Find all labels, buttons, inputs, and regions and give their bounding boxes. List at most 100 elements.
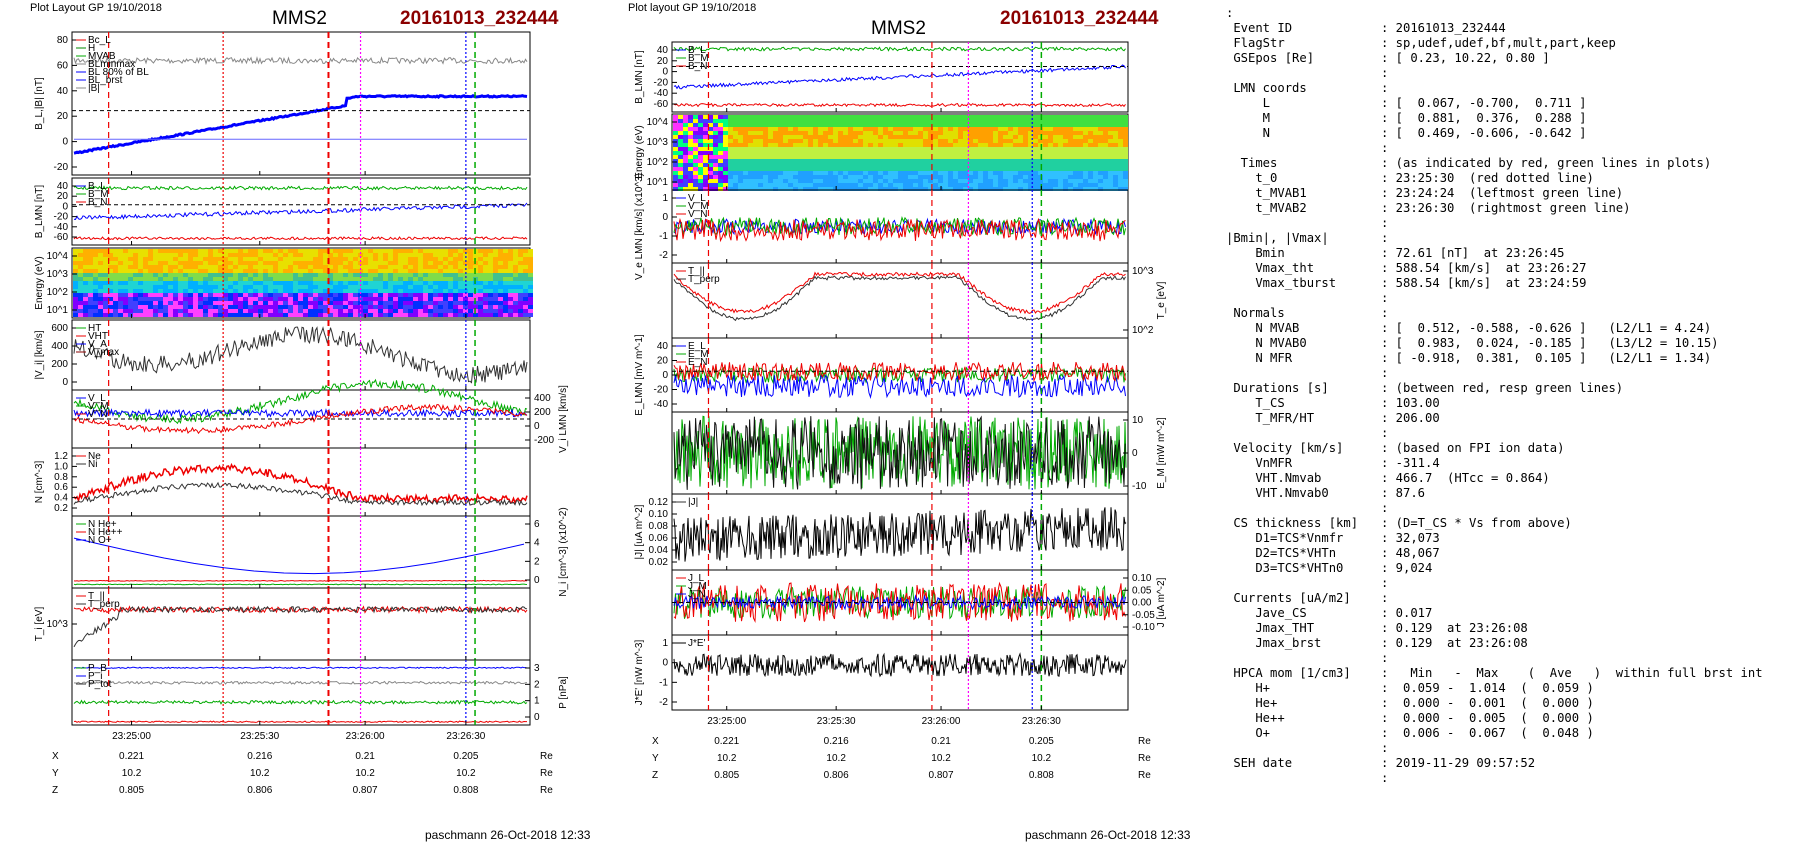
- spectrogram-cell: [328, 293, 333, 297]
- spectrogram-cell: [148, 309, 153, 313]
- spectrogram-cell: [913, 147, 918, 151]
- spectrogram-cell: [748, 127, 753, 131]
- series-line: [673, 361, 1126, 383]
- spectrogram-cell: [1008, 131, 1013, 135]
- spectrogram-cell: [953, 163, 958, 167]
- y-tick-label: 0.10: [649, 509, 669, 520]
- spectrogram-cell: [863, 115, 868, 119]
- spectrogram-cell: [293, 253, 298, 257]
- spectrogram-cell: [1028, 119, 1033, 123]
- spectrogram-cell: [1023, 139, 1028, 143]
- spectrogram-cell: [478, 313, 483, 317]
- spectrogram-cell: [883, 187, 888, 191]
- spectrogram-cell: [913, 167, 918, 171]
- spectrogram-cell: [333, 297, 338, 301]
- spectrogram-cell: [163, 285, 168, 289]
- spectrogram-cell: [778, 127, 783, 131]
- spectrogram-cell: [348, 265, 353, 269]
- spectrogram-cell: [318, 301, 323, 305]
- spectrogram-cell: [198, 313, 203, 317]
- spectrogram-cell: [143, 253, 148, 257]
- spectrogram-cell: [798, 147, 803, 151]
- y-tick-label: 10^4: [647, 117, 669, 128]
- spectrogram-cell: [963, 123, 968, 127]
- y-tick-label: 20: [57, 191, 69, 202]
- spectrogram-cell: [183, 285, 188, 289]
- spectrogram-cell: [148, 277, 153, 281]
- spectrogram-cell: [768, 147, 773, 151]
- spectrogram-cell: [688, 155, 693, 159]
- spectrogram-cell: [768, 155, 773, 159]
- series-line: [73, 408, 528, 419]
- spectrogram-cell: [358, 265, 363, 269]
- coord-value: 10.2: [826, 753, 846, 764]
- spectrogram-cell: [348, 269, 353, 273]
- spectrogram-cell: [818, 167, 823, 171]
- spectrogram-cell: [203, 301, 208, 305]
- info-row: N: [ 0.469, -0.606, -0.642 ]: [1226, 126, 1798, 141]
- spectrogram-cell: [173, 253, 178, 257]
- spectrogram-cell: [358, 313, 363, 317]
- spectrogram-cell: [793, 147, 798, 151]
- spectrogram-cell: [233, 293, 238, 297]
- spectrogram-cell: [688, 163, 693, 167]
- spectrogram-cell: [238, 261, 243, 265]
- spectrogram-cell: [158, 305, 163, 309]
- spectrogram-cell: [783, 183, 788, 187]
- spectrogram-cell: [73, 297, 78, 301]
- spectrogram-cell: [868, 171, 873, 175]
- spectrogram-cell: [363, 269, 368, 273]
- spectrogram-cell: [318, 277, 323, 281]
- spectrogram-cell: [853, 135, 858, 139]
- spectrogram-cell: [168, 265, 173, 269]
- spectrogram-cell: [993, 179, 998, 183]
- spectrogram-cell: [333, 281, 338, 285]
- spectrogram-cell: [1038, 151, 1043, 155]
- spectrogram-cell: [383, 273, 388, 277]
- spectrogram-cell: [83, 277, 88, 281]
- spectrogram-cell: [493, 253, 498, 257]
- spectrogram-cell: [238, 309, 243, 313]
- spectrogram-cell: [493, 305, 498, 309]
- spectrogram-cell: [478, 305, 483, 309]
- spectrogram-cell: [233, 257, 238, 261]
- spectrogram-cell: [438, 273, 443, 277]
- spectrogram-cell: [808, 159, 813, 163]
- spectrogram-cell: [228, 305, 233, 309]
- spectrogram-cell: [353, 301, 358, 305]
- spectrogram-cell: [243, 301, 248, 305]
- spectrogram-cell: [723, 175, 728, 179]
- spectrogram-cell: [348, 253, 353, 257]
- spectrogram-cell: [463, 261, 468, 265]
- spectrogram-cell: [688, 139, 693, 143]
- spectrogram-cell: [1108, 155, 1113, 159]
- spectrogram-cell: [308, 281, 313, 285]
- spectrogram-cell: [408, 281, 413, 285]
- spectrogram-cell: [193, 253, 198, 257]
- spectrogram-cell: [158, 281, 163, 285]
- spectrogram-cell: [148, 297, 153, 301]
- spectrogram-cell: [813, 115, 818, 119]
- spectrogram-cell: [758, 139, 763, 143]
- y-tick-label: 3: [534, 663, 540, 674]
- spectrogram-cell: [798, 127, 803, 131]
- spectrogram-cell: [1048, 139, 1053, 143]
- spectrogram-cell: [343, 289, 348, 293]
- spectrogram-cell: [298, 249, 303, 253]
- spectrogram-cell: [1083, 115, 1088, 119]
- spectrogram-cell: [393, 265, 398, 269]
- spectrogram-cell: [468, 273, 473, 277]
- spectrogram-cell: [678, 119, 683, 123]
- spectrogram-cell: [388, 269, 393, 273]
- spectrogram-cell: [783, 139, 788, 143]
- spectrogram-cell: [908, 139, 913, 143]
- y-tick-label: 0.00: [1132, 598, 1152, 609]
- spectrogram-cell: [1098, 127, 1103, 131]
- spectrogram-cell: [108, 257, 113, 261]
- spectrogram-cell: [403, 261, 408, 265]
- spectrogram-cell: [1113, 127, 1118, 131]
- spectrogram-cell: [753, 151, 758, 155]
- spectrogram-cell: [218, 269, 223, 273]
- spectrogram-cell: [1088, 171, 1093, 175]
- spectrogram-cell: [1008, 171, 1013, 175]
